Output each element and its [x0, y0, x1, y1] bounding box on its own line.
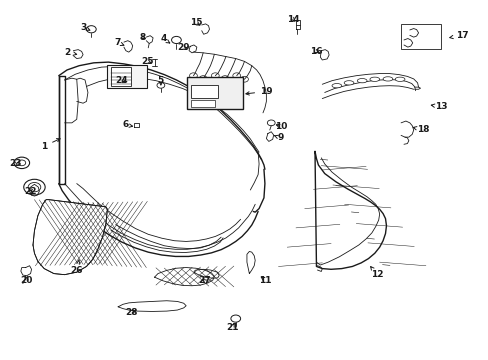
- Bar: [107, 64, 147, 88]
- Text: 22: 22: [24, 187, 37, 196]
- Text: 19: 19: [245, 87, 272, 96]
- Text: 14: 14: [286, 15, 299, 24]
- Bar: [191, 85, 217, 98]
- Ellipse shape: [394, 77, 404, 81]
- Text: 29: 29: [177, 43, 190, 52]
- Text: 11: 11: [259, 275, 271, 284]
- Text: 1: 1: [41, 139, 60, 150]
- Bar: [187, 77, 243, 109]
- Text: 23: 23: [9, 159, 21, 168]
- Text: 16: 16: [309, 47, 322, 56]
- Ellipse shape: [344, 81, 353, 85]
- Text: 4: 4: [160, 35, 169, 44]
- Text: 15: 15: [189, 18, 202, 27]
- Text: 13: 13: [430, 102, 447, 111]
- Text: 5: 5: [158, 76, 163, 85]
- Text: 10: 10: [274, 122, 286, 131]
- Ellipse shape: [369, 77, 379, 81]
- Ellipse shape: [331, 84, 341, 88]
- Text: 24: 24: [116, 76, 128, 85]
- Text: 26: 26: [70, 260, 83, 275]
- Text: 2: 2: [64, 48, 77, 57]
- Text: 25: 25: [141, 57, 153, 66]
- Text: 17: 17: [449, 31, 468, 40]
- Text: 9: 9: [274, 133, 283, 142]
- Text: 8: 8: [139, 33, 145, 42]
- Text: 7: 7: [114, 38, 123, 47]
- Text: 20: 20: [20, 275, 33, 284]
- Text: 3: 3: [80, 23, 90, 32]
- Text: 27: 27: [198, 276, 210, 285]
- Polygon shape: [33, 200, 107, 275]
- Text: 28: 28: [125, 308, 138, 317]
- Text: 21: 21: [225, 323, 238, 332]
- Text: 18: 18: [412, 126, 429, 135]
- Ellipse shape: [382, 77, 392, 81]
- Ellipse shape: [357, 78, 366, 83]
- Text: 6: 6: [122, 121, 132, 130]
- Bar: [400, 24, 440, 49]
- Bar: [191, 100, 215, 107]
- Text: 12: 12: [370, 266, 383, 279]
- Bar: [111, 67, 131, 86]
